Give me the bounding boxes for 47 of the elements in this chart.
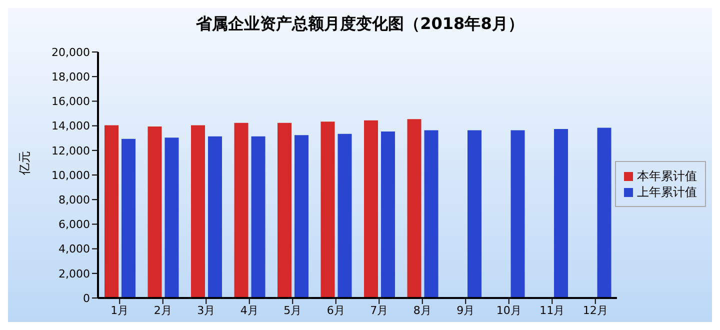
bar (148, 126, 162, 298)
y-axis-title: 亿元 (17, 151, 32, 176)
bar (251, 136, 266, 298)
bar (294, 135, 308, 298)
x-tick-label: 4月 (240, 304, 258, 317)
x-tick-label: 8月 (413, 304, 432, 317)
x-tick-label: 9月 (456, 304, 475, 317)
x-tick-label: 12月 (582, 304, 608, 317)
x-tick-label: 6月 (326, 304, 345, 317)
bar (468, 130, 482, 298)
x-tick-label: 2月 (154, 304, 172, 317)
chart-title: 省属企业资产总额月度变化图（2018年8月） (195, 13, 525, 35)
bar (364, 120, 378, 298)
y-tick-label: 8,000 (58, 194, 90, 207)
bar (208, 136, 222, 298)
bar (278, 122, 292, 298)
legend-label: 本年累计值 (637, 168, 697, 184)
bar (104, 125, 118, 298)
bar (338, 134, 352, 298)
bar (191, 125, 205, 298)
x-tick-label: 1月 (110, 304, 129, 317)
x-tick-label: 5月 (284, 304, 302, 317)
legend-label: 上年累计值 (637, 184, 697, 200)
bar (234, 122, 248, 298)
bar (510, 130, 525, 298)
x-tick-label: 11月 (540, 304, 565, 317)
y-tick-label: 12,000 (52, 144, 90, 158)
y-tick-label: 4,000 (58, 242, 90, 256)
y-tick-label: 18,000 (52, 70, 90, 84)
bar (424, 130, 438, 298)
bar (554, 128, 568, 298)
y-tick-label: 0 (83, 292, 90, 305)
y-tick-label: 14,000 (52, 120, 90, 133)
bar (381, 131, 395, 298)
bar (407, 119, 422, 298)
x-tick-label: 3月 (197, 304, 216, 317)
y-tick-label: 16,000 (52, 95, 90, 108)
y-tick-label: 10,000 (52, 168, 90, 182)
x-tick-label: 7月 (370, 304, 388, 317)
bar (164, 138, 179, 298)
y-tick-label: 20,000 (52, 46, 90, 59)
bar (122, 138, 136, 298)
bar (320, 122, 335, 298)
bar (597, 128, 612, 298)
x-tick-label: 10月 (496, 304, 522, 317)
y-tick-label: 2,000 (58, 267, 90, 280)
y-tick-label: 6,000 (58, 218, 90, 232)
